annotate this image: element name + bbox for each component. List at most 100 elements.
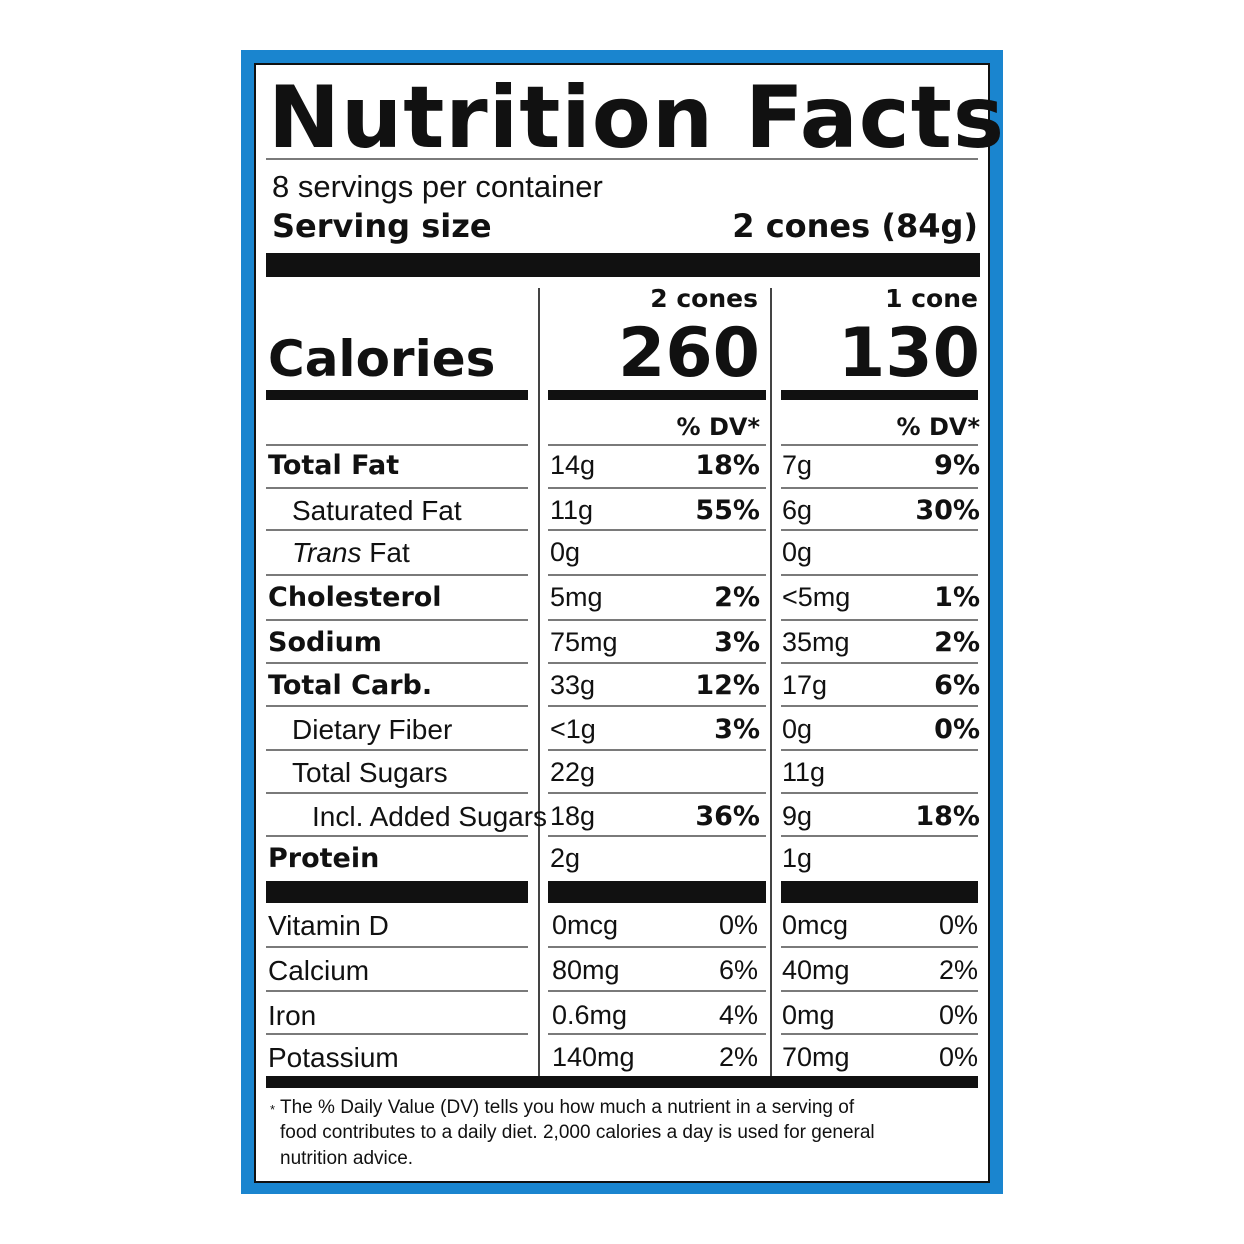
row-rule [548, 792, 766, 794]
row-rule [548, 946, 766, 948]
row-rule [266, 662, 528, 664]
col2-amount: <5mg [782, 582, 851, 612]
row-rule [781, 444, 978, 446]
title-rule [266, 158, 978, 160]
col1-amount: 18g [550, 801, 596, 831]
row-rule [548, 990, 766, 992]
col1-dv: 3% [714, 627, 760, 658]
row-rule [548, 574, 766, 576]
calories-bar-label [266, 390, 528, 400]
row-rule [781, 619, 978, 621]
vitamin-name: Potassium [268, 1042, 399, 1073]
footnote-mark: * [270, 1102, 276, 1117]
col1-amount: 22g [550, 757, 596, 787]
calories-label: Calories [268, 330, 496, 388]
col1-dv: 0% [718, 910, 758, 940]
row-rule [781, 662, 978, 664]
col1-dv-header: % DV* [676, 413, 760, 441]
nutrient-name: Total Carb. [268, 670, 433, 701]
nutrient-name: Incl. Added Sugars [312, 801, 548, 832]
nutrient-name: Total Fat [268, 450, 400, 481]
col2-dv: 0% [938, 1042, 978, 1072]
row-rule [781, 705, 978, 707]
col1-dv: 6% [718, 955, 758, 985]
row-rule [548, 487, 766, 489]
vitamin-name: Calcium [268, 955, 370, 986]
footnote-line-2: food contributes to a daily diet. 2,000 … [280, 1122, 875, 1143]
col1-amount: 14g [550, 450, 596, 480]
col2-dv: 0% [938, 1000, 978, 1030]
row-rule [781, 749, 978, 751]
nutrient-name: Cholesterol [268, 582, 442, 613]
nutrient-name: Total Sugars [292, 757, 448, 788]
row-rule [781, 792, 978, 794]
col2-dv-header: % DV* [896, 413, 980, 441]
col1-dv: 12% [695, 670, 760, 701]
col2-amount: 1g [782, 843, 813, 873]
nutrient-name: Dietary Fiber [292, 714, 453, 745]
col1-dv: 4% [718, 1000, 758, 1030]
row-rule [266, 835, 528, 837]
row-rule [781, 487, 978, 489]
col1-dv: 3% [714, 714, 760, 745]
col2-amount: 35mg [782, 627, 850, 657]
vitamin-bar-label [266, 881, 528, 903]
col1-amount: 5mg [550, 582, 603, 612]
col2-amount: 17g [782, 670, 828, 700]
col2-amount: 9g [782, 801, 813, 831]
col1-amount: 0mcg [552, 910, 619, 940]
row-rule [781, 990, 978, 992]
row-rule [266, 749, 528, 751]
col1-amount: 75mg [550, 627, 618, 657]
col2-dv: 0% [934, 714, 980, 745]
row-rule [266, 705, 528, 707]
column-divider-2 [770, 288, 772, 1076]
row-rule [266, 487, 528, 489]
row-rule [266, 792, 528, 794]
col2-amount: 70mg [782, 1042, 850, 1072]
row-rule [548, 835, 766, 837]
row-rule [781, 574, 978, 576]
col2-amount: 0mcg [782, 910, 849, 940]
row-rule [266, 1033, 528, 1035]
nutrient-name: Protein [268, 843, 380, 874]
servings-per-container: 8 servings per container [272, 169, 603, 204]
col2-dv: 0% [938, 910, 978, 940]
thick-divider [266, 253, 980, 277]
col2-amount: 6g [782, 495, 813, 525]
row-rule [548, 705, 766, 707]
row-rule [266, 990, 528, 992]
col1-amount: <1g [550, 714, 596, 744]
nutrient-name-rest: Fat [361, 537, 410, 568]
row-rule [781, 835, 978, 837]
vitamin-name: Iron [268, 1000, 317, 1031]
col1-amount: 0.6mg [552, 1000, 628, 1030]
row-rule [548, 619, 766, 621]
col2-dv: 2% [934, 627, 980, 658]
col2-dv: 2% [938, 955, 978, 985]
vitamin-bar-col1 [548, 881, 766, 903]
col1-calories: 260 [618, 314, 760, 393]
col1-dv: 36% [695, 801, 760, 832]
row-rule [266, 574, 528, 576]
row-rule [548, 444, 766, 446]
nutrient-name: Saturated Fat [292, 495, 462, 526]
col2-amount: 40mg [782, 955, 850, 985]
col1-dv: 55% [695, 495, 760, 526]
col1-amount: 2g [550, 843, 581, 873]
bottom-divider [266, 1076, 978, 1088]
row-rule [266, 619, 528, 621]
serving-size-label: Serving size [272, 207, 492, 245]
nutrition-facts-panel [254, 63, 990, 1183]
nutrition-facts-title: Nutrition Facts [268, 68, 1006, 168]
row-rule [266, 529, 528, 531]
nutrient-name-italic: Trans [292, 537, 362, 568]
col2-dv: 18% [915, 801, 980, 832]
col2-calories: 130 [838, 314, 980, 393]
col1-amount: 80mg [552, 955, 620, 985]
col2-dv: 9% [934, 450, 980, 481]
nutrient-name: Sodium [268, 627, 382, 658]
footnote-line-3: nutrition advice. [280, 1148, 414, 1169]
row-rule [266, 946, 528, 948]
col1-dv: 2% [714, 582, 760, 613]
